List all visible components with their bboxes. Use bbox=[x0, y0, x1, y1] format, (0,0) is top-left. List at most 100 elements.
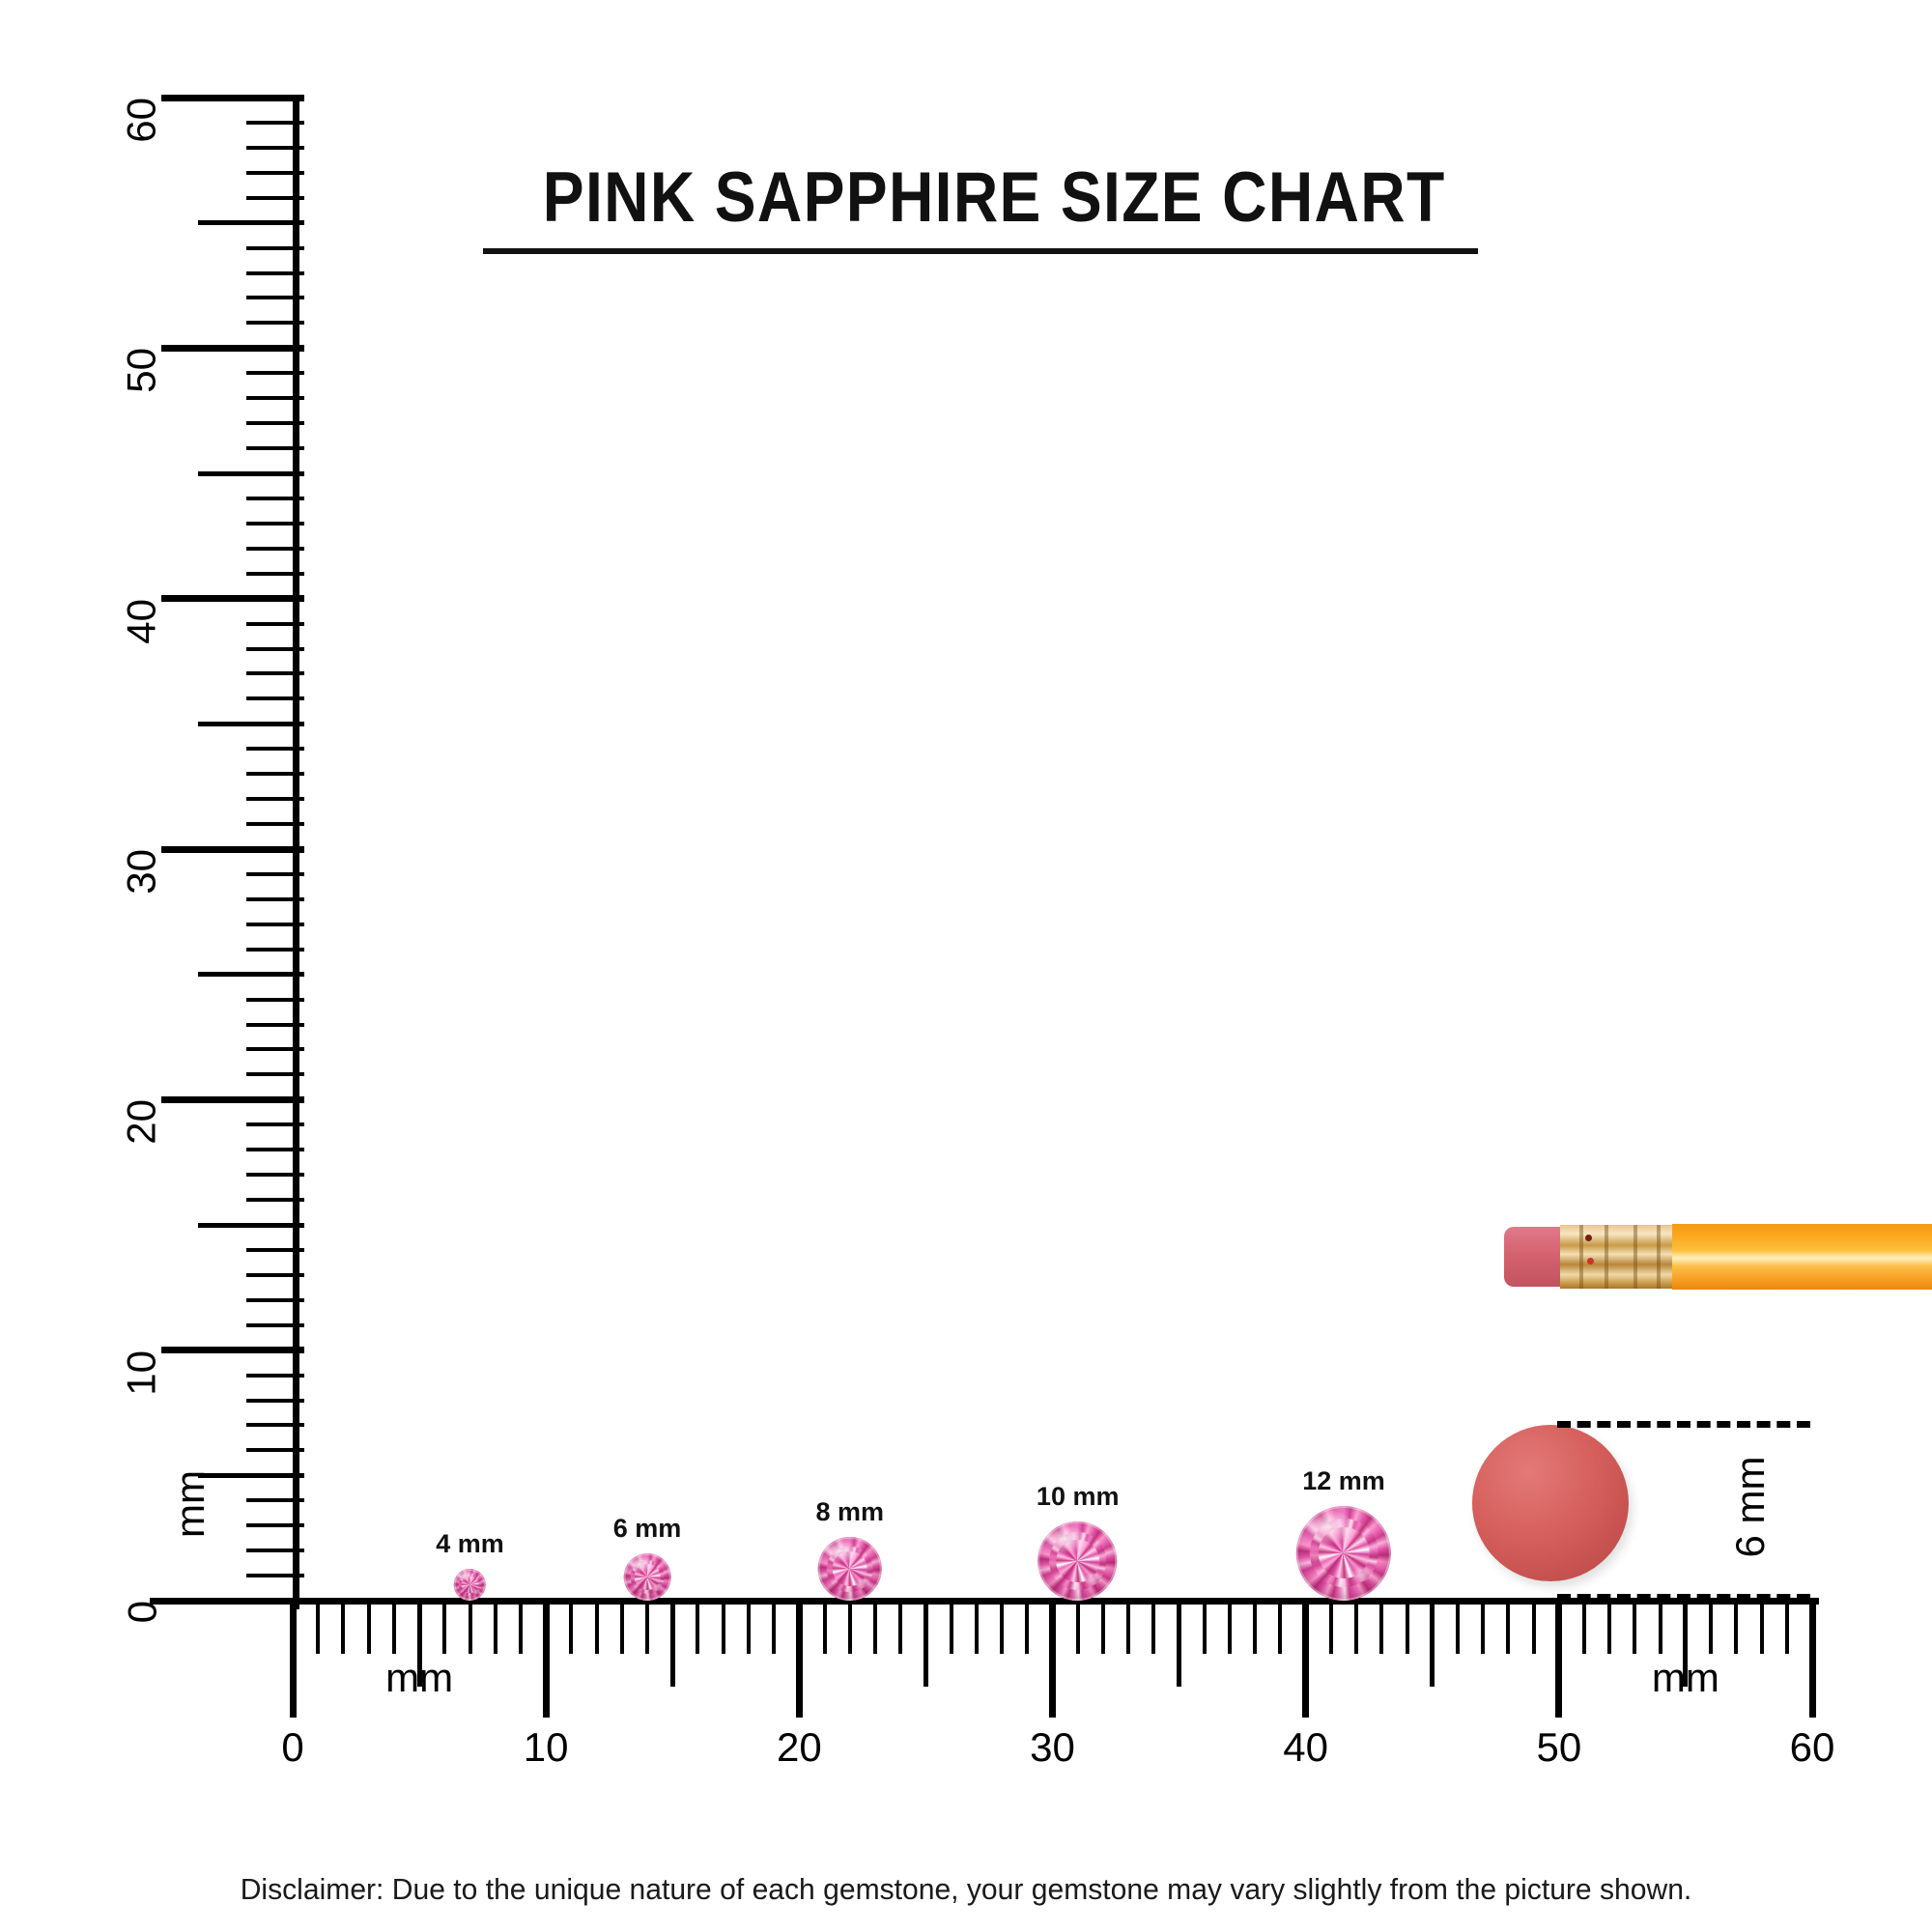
vertical-ruler-tick bbox=[161, 845, 304, 853]
vertical-ruler-tick bbox=[246, 496, 304, 500]
horizontal-ruler-tick bbox=[493, 1604, 497, 1654]
gem-facet-layer bbox=[1295, 1505, 1392, 1601]
dimension-label: 6 mm bbox=[1727, 1456, 1773, 1558]
gemstone-round-brilliant-icon[interactable] bbox=[623, 1552, 671, 1601]
vertical-ruler-tick bbox=[246, 1523, 304, 1528]
horizontal-ruler-tick bbox=[1430, 1604, 1435, 1687]
gemstone-item[interactable]: 10 mm bbox=[1037, 1484, 1119, 1601]
gem-facet-layer bbox=[454, 1569, 486, 1601]
horizontal-ruler-unit-label: mm bbox=[1651, 1655, 1719, 1700]
vertical-ruler-tick bbox=[246, 446, 304, 451]
horizontal-ruler-tick bbox=[468, 1604, 472, 1654]
horizontal-ruler-tick bbox=[1784, 1604, 1789, 1654]
horizontal-ruler-tick bbox=[898, 1604, 903, 1654]
gem-facet-layer bbox=[1038, 1521, 1118, 1601]
gemstone-round-brilliant-icon[interactable] bbox=[1037, 1521, 1118, 1601]
vertical-ruler-tick bbox=[246, 646, 304, 651]
vertical-ruler-tick bbox=[246, 1148, 304, 1152]
horizontal-ruler-tick bbox=[1000, 1604, 1005, 1654]
horizontal-ruler-tick bbox=[1506, 1604, 1511, 1654]
gemstone-item[interactable]: 8 mm bbox=[815, 1499, 884, 1601]
page-title: PINK SAPPHIRE SIZE CHART bbox=[542, 158, 1446, 237]
vertical-ruler-tick bbox=[161, 1347, 304, 1354]
gemstone-item[interactable]: 6 mm bbox=[612, 1513, 682, 1601]
vertical-ruler-tick bbox=[246, 1448, 304, 1453]
gemstone-round-brilliant-icon[interactable] bbox=[1295, 1505, 1392, 1601]
ferrule-ring bbox=[1579, 1225, 1583, 1289]
vertical-ruler-tick bbox=[246, 1423, 304, 1428]
horizontal-ruler-tick bbox=[542, 1604, 550, 1718]
gemstone-item[interactable]: 4 mm bbox=[436, 1531, 504, 1601]
eraser-reference-circle bbox=[1472, 1425, 1629, 1581]
gemstone-round-brilliant-icon[interactable] bbox=[817, 1537, 882, 1601]
horizontal-ruler-tick bbox=[366, 1604, 371, 1654]
horizontal-ruler-tick bbox=[923, 1604, 928, 1687]
horizontal-ruler-tick bbox=[949, 1604, 953, 1654]
vertical-ruler-label: 50 bbox=[119, 348, 164, 394]
horizontal-ruler-tick bbox=[1025, 1604, 1030, 1654]
vertical-ruler-tick bbox=[246, 1373, 304, 1378]
horizontal-ruler-tick bbox=[1683, 1604, 1689, 1687]
vertical-ruler-tick bbox=[246, 546, 304, 551]
horizontal-ruler-tick bbox=[1709, 1604, 1714, 1654]
vertical-ruler-label: 60 bbox=[119, 98, 164, 143]
horizontal-ruler-tick bbox=[289, 1604, 297, 1718]
horizontal-ruler-tick bbox=[316, 1604, 321, 1654]
vertical-ruler-tick bbox=[198, 1472, 304, 1478]
vertical-ruler-tick bbox=[246, 871, 304, 876]
disclaimer-text: Disclaimer: Due to the unique nature of … bbox=[240, 1872, 1692, 1906]
vertical-ruler-label: 20 bbox=[119, 1099, 164, 1146]
vertical-ruler-tick bbox=[246, 671, 304, 676]
vertical-ruler-tick bbox=[246, 371, 304, 376]
vertical-ruler-label: 30 bbox=[119, 849, 164, 895]
horizontal-ruler-tick bbox=[1607, 1604, 1612, 1654]
vertical-ruler-tick bbox=[246, 1122, 304, 1127]
horizontal-ruler-tick bbox=[1658, 1604, 1662, 1654]
vertical-ruler-tick bbox=[246, 896, 304, 901]
vertical-ruler-tick bbox=[198, 972, 304, 978]
horizontal-ruler-tick bbox=[416, 1604, 422, 1687]
horizontal-ruler-tick bbox=[696, 1604, 700, 1654]
horizontal-ruler-label: 20 bbox=[776, 1724, 822, 1770]
gemstone-size-label: 6 mm bbox=[612, 1513, 682, 1543]
vertical-ruler-tick bbox=[246, 1198, 304, 1203]
vertical-ruler-tick bbox=[246, 1047, 304, 1052]
horizontal-ruler-tick bbox=[1202, 1604, 1207, 1654]
horizontal-ruler-tick bbox=[1582, 1604, 1587, 1654]
horizontal-ruler: 0 10 20 30 40 50 60 mm mm bbox=[281, 1604, 1834, 1797]
gemstone-size-label: 8 mm bbox=[815, 1497, 885, 1527]
horizontal-ruler-tick bbox=[1278, 1604, 1283, 1654]
horizontal-ruler-tick bbox=[872, 1604, 877, 1654]
horizontal-ruler-label: 40 bbox=[1283, 1724, 1329, 1770]
horizontal-ruler-tick bbox=[594, 1604, 599, 1654]
vertical-ruler-tick bbox=[246, 296, 304, 300]
ferrule-ring bbox=[1657, 1225, 1661, 1289]
gemstone-round-brilliant-icon[interactable] bbox=[454, 1569, 486, 1601]
dimension-line-bottom bbox=[1557, 1594, 1810, 1601]
dimension-line-top bbox=[1557, 1421, 1810, 1428]
title-block: PINK SAPPHIRE SIZE CHART bbox=[483, 162, 1478, 254]
horizontal-ruler-tick bbox=[1328, 1604, 1333, 1654]
vertical-ruler-tick bbox=[246, 747, 304, 752]
horizontal-ruler-tick bbox=[391, 1604, 396, 1654]
horizontal-ruler-tick bbox=[772, 1604, 777, 1654]
vertical-ruler-edge bbox=[293, 95, 299, 1609]
horizontal-ruler-tick bbox=[1555, 1604, 1563, 1718]
vertical-ruler-tick bbox=[161, 595, 304, 603]
horizontal-ruler-tick bbox=[569, 1604, 574, 1654]
vertical-ruler-tick bbox=[246, 997, 304, 1002]
gem-facet-layer bbox=[818, 1537, 882, 1601]
gem-facet-layer bbox=[1037, 1521, 1118, 1601]
vertical-ruler-tick bbox=[161, 94, 304, 101]
vertical-ruler-label: 10 bbox=[119, 1350, 164, 1396]
vertical-ruler-tick bbox=[246, 1574, 304, 1578]
horizontal-ruler-tick bbox=[847, 1604, 852, 1654]
pencil-body bbox=[1672, 1224, 1932, 1290]
horizontal-ruler-label: 60 bbox=[1789, 1724, 1835, 1770]
horizontal-ruler-tick bbox=[795, 1604, 803, 1718]
horizontal-ruler-tick bbox=[1405, 1604, 1409, 1654]
vertical-ruler-tick bbox=[246, 797, 304, 802]
vertical-ruler-tick bbox=[246, 521, 304, 526]
vertical-ruler: 0 10 20 30 40 50 60 mm bbox=[119, 92, 304, 1623]
gemstone-item[interactable]: 12 mm bbox=[1295, 1467, 1392, 1601]
